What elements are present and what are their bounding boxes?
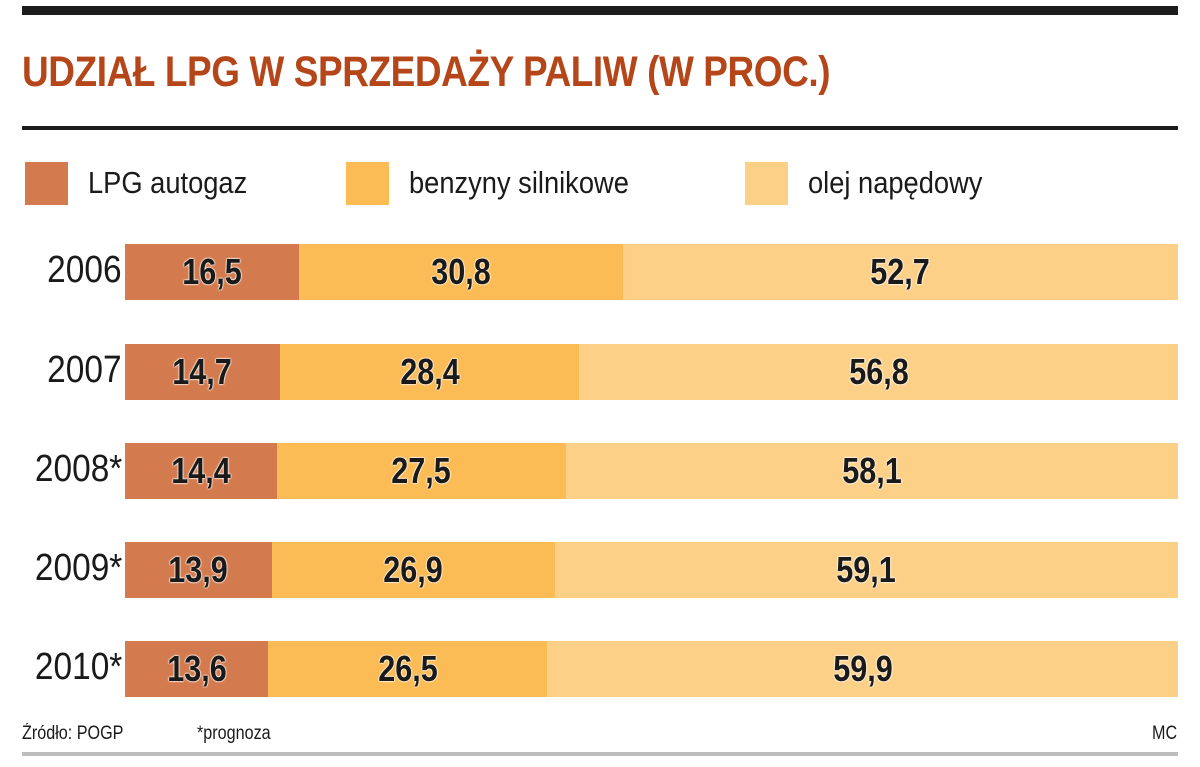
- value-label: 27,5: [391, 450, 452, 491]
- chart-title: UDZIAŁ LPG W SPRZEDAŻY PALIW (W PROC.): [22, 48, 831, 96]
- bar-segment-olej: 56,8: [579, 344, 1178, 400]
- title-rule: [22, 126, 1178, 130]
- bar-row: 2010* 13,6 26,5 59,9: [0, 641, 1200, 697]
- bar-segment-olej: 59,9: [547, 641, 1178, 697]
- top-rule: [22, 6, 1178, 15]
- bar-segment-olej: 59,1: [555, 542, 1178, 598]
- value-label: 52,7: [870, 251, 931, 292]
- bar-segment-lpg: 14,7: [125, 344, 280, 400]
- stacked-bar: 14,7 28,4 56,8: [125, 344, 1178, 400]
- bar-segment-benzyny: 26,9: [271, 542, 556, 598]
- legend-label: benzyny silnikowe: [409, 165, 629, 200]
- value-label: 59,1: [836, 549, 897, 590]
- value-label: 13,6: [166, 648, 227, 689]
- bar-segment-benzyny: 30,8: [298, 244, 624, 300]
- bar-row: 2009* 13,9 26,9 59,1: [0, 542, 1200, 598]
- value-label: 16,5: [182, 251, 242, 292]
- bar-segment-benzyny: 26,5: [268, 641, 548, 697]
- value-label: 14,7: [172, 351, 233, 392]
- bar-segment-benzyny: 28,4: [279, 344, 580, 400]
- value-label: 59,9: [832, 648, 893, 689]
- legend: LPG autogaz benzyny silnikowe olej napęd…: [0, 160, 1200, 210]
- value-label: 28,4: [399, 351, 460, 392]
- bar-row: 2007 14,7 28,4 56,8: [0, 344, 1200, 400]
- value-label: 26,5: [377, 648, 438, 689]
- legend-swatch-benzyny: [346, 161, 389, 205]
- year-label: 2007: [47, 349, 122, 391]
- bar-segment-olej: 52,7: [623, 244, 1178, 300]
- legend-swatch-olej: [745, 161, 788, 205]
- bar-row: 2008* 14,4 27,5 58,1: [0, 443, 1200, 499]
- bar-row: 2006 16,5 30,8 52,7: [0, 244, 1200, 300]
- value-label: 30,8: [431, 251, 491, 292]
- forecast-note: *prognoza: [197, 723, 271, 744]
- legend-swatch-lpg: [25, 161, 68, 205]
- bar-segment-benzyny: 27,5: [276, 443, 567, 499]
- year-label: 2010*: [34, 646, 122, 688]
- value-label: 26,9: [383, 549, 444, 590]
- legend-item-benzyny: benzyny silnikowe: [346, 160, 659, 206]
- legend-item-olej: olej napędowy: [745, 160, 1006, 206]
- year-label: 2009*: [34, 547, 122, 589]
- bar-segment-lpg: 14,4: [125, 443, 277, 499]
- bar-segment-lpg: 13,9: [125, 542, 272, 598]
- legend-item-lpg: LPG autogaz: [25, 160, 269, 206]
- bar-segment-lpg: 13,6: [125, 641, 269, 697]
- value-label: 58,1: [842, 450, 902, 491]
- stacked-bar: 14,4 27,5 58,1: [125, 443, 1178, 499]
- year-label: 2008*: [34, 448, 122, 490]
- bottom-rule: [22, 752, 1178, 756]
- year-label: 2006: [47, 249, 122, 291]
- legend-label: olej napędowy: [808, 165, 983, 200]
- stacked-bar: 13,6 26,5 59,9: [125, 641, 1178, 697]
- legend-label: LPG autogaz: [88, 165, 248, 200]
- bar-segment-olej: 58,1: [566, 443, 1178, 499]
- value-label: 56,8: [848, 351, 909, 392]
- value-label: 14,4: [171, 450, 231, 491]
- source-note: Źródło: POGP: [22, 723, 124, 744]
- value-label: 13,9: [168, 549, 229, 590]
- stacked-bar: 16,5 30,8 52,7: [125, 244, 1178, 300]
- author-credit: MC: [1152, 723, 1178, 744]
- stacked-bar: 13,9 26,9 59,1: [125, 542, 1178, 598]
- bar-segment-lpg: 16,5: [125, 244, 299, 300]
